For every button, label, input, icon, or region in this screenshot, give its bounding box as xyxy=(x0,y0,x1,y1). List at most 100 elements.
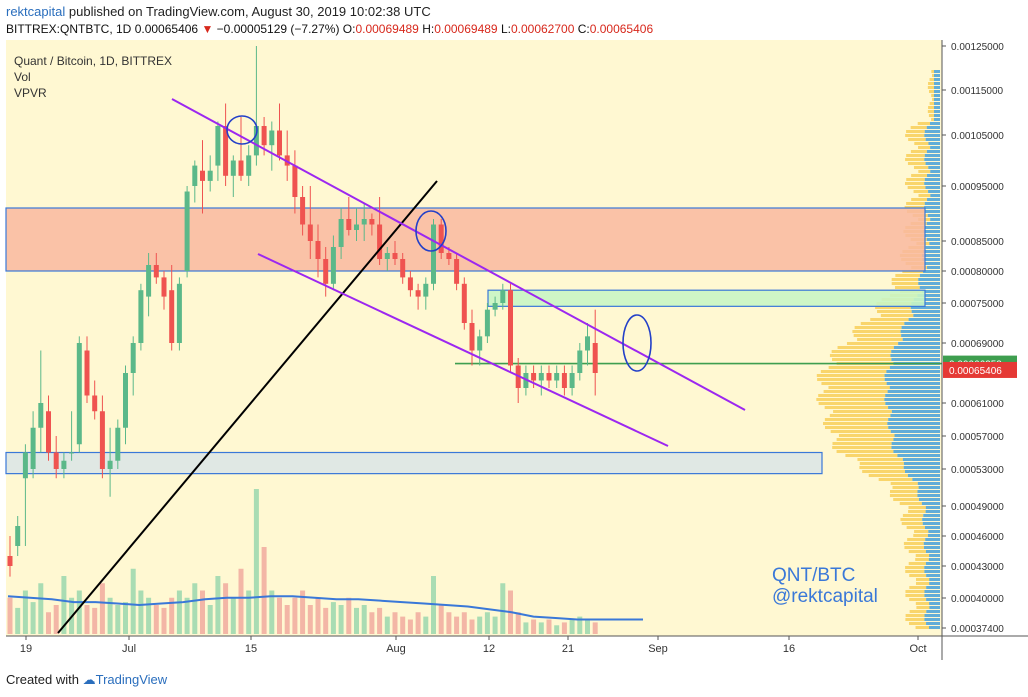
zones-layer xyxy=(5,207,942,475)
price-tick-label: 0.00125000 xyxy=(951,42,1004,53)
vpvr-bar xyxy=(897,454,940,457)
vpvr-bar xyxy=(909,586,927,589)
volume-bar xyxy=(253,489,259,634)
vpvr-bar xyxy=(926,574,940,577)
vpvr-bar xyxy=(824,418,889,421)
candle-body xyxy=(554,373,560,381)
price-tick-label: 0.00115000 xyxy=(951,86,1004,97)
candle-body xyxy=(46,411,51,453)
symbol[interactable]: BITTREX:QNTBTC, 1D xyxy=(6,22,132,36)
volume-bar xyxy=(138,590,144,634)
legend-vol[interactable]: Vol xyxy=(14,70,31,84)
vpvr-bar xyxy=(930,170,940,173)
vpvr-bar xyxy=(924,570,940,573)
vpvr-bar xyxy=(925,510,940,513)
vpvr-bar xyxy=(915,626,929,629)
candle-body xyxy=(423,283,429,297)
price-tick-label: 0.00037400 xyxy=(951,624,1004,635)
candle-body xyxy=(585,336,590,351)
vpvr-bar xyxy=(929,578,940,581)
candle-body xyxy=(146,265,152,297)
vpvr-bar xyxy=(907,162,926,165)
vpvr-bar xyxy=(825,426,889,429)
volume-bar xyxy=(531,619,537,634)
vpvr-bar xyxy=(934,98,940,101)
vpvr-bar xyxy=(921,290,940,293)
volume-bar xyxy=(523,622,529,634)
vpvr-bar xyxy=(908,562,926,565)
author-link[interactable]: rektcapital xyxy=(6,4,66,19)
vpvr-bar xyxy=(934,70,940,73)
volume-bar xyxy=(469,619,475,634)
volume-bar xyxy=(346,597,352,634)
volume-bar xyxy=(577,616,583,634)
vpvr-bar xyxy=(928,82,934,85)
candle-body xyxy=(307,224,313,241)
publish-line: rektcapital published on TradingView.com… xyxy=(6,4,431,19)
vpvr-bar xyxy=(817,378,885,381)
volume-bar xyxy=(461,612,467,634)
vpvr-bar xyxy=(918,194,931,197)
tradingview-link[interactable]: TradingView xyxy=(95,672,168,687)
high-value: 0.00069489 xyxy=(434,22,498,36)
candle-body xyxy=(15,526,21,546)
vpvr-bar xyxy=(928,190,940,193)
vpvr-bar xyxy=(918,146,931,149)
vpvr-bar xyxy=(910,306,940,309)
vpvr-bar xyxy=(908,550,926,553)
last-price: 0.00065406 xyxy=(134,22,199,36)
vpvr-bar xyxy=(931,74,934,77)
vpvr-bar xyxy=(853,334,902,337)
vpvr-bar xyxy=(890,482,918,485)
volume-bar xyxy=(184,597,190,634)
volume-bar xyxy=(238,568,244,634)
vpvr-bar xyxy=(905,134,925,137)
candle-body xyxy=(84,350,90,396)
vpvr-bar xyxy=(870,318,909,321)
volume-bar xyxy=(130,568,136,634)
candle-body xyxy=(53,452,59,469)
volume-bar xyxy=(7,597,13,634)
vpvr-bar xyxy=(888,426,940,429)
legend-title[interactable]: Quant / Bitcoin, 1D, BITTREX xyxy=(14,54,173,68)
change: −0.00005129 (−7.27%) xyxy=(216,22,340,36)
candle-body xyxy=(76,343,82,445)
time-tick-label: 15 xyxy=(245,643,257,655)
price-tick-label: 0.00053000 xyxy=(951,465,1004,476)
vpvr-bar xyxy=(830,430,891,433)
vpvr-bar xyxy=(923,514,940,517)
tradingview-logo-icon[interactable]: ☁ xyxy=(82,672,96,687)
vpvr-bar xyxy=(905,614,925,617)
legend-vpvr[interactable]: VPVR xyxy=(14,86,47,100)
vpvr-bar xyxy=(836,438,894,441)
candle-body xyxy=(500,290,506,303)
volume-bar xyxy=(392,612,398,634)
vpvr-bar xyxy=(924,158,940,161)
candle-body xyxy=(138,290,144,343)
volume-bar xyxy=(277,597,282,634)
vpvr-bar xyxy=(904,546,925,549)
volume-bar xyxy=(315,597,321,634)
volume-bar xyxy=(585,619,590,634)
vpvr-bar xyxy=(894,286,920,289)
low-value: 0.00062700 xyxy=(510,22,575,36)
support-zone xyxy=(5,451,823,475)
time-tick-label: 19 xyxy=(20,643,32,655)
vpvr-bar xyxy=(877,310,912,313)
vpvr-bar xyxy=(927,214,940,217)
volume-bar xyxy=(300,590,306,634)
candle-body xyxy=(215,126,221,166)
vpvr-bar xyxy=(924,178,940,181)
candle-body xyxy=(115,427,121,461)
vpvr-bar xyxy=(862,470,905,473)
vpvr-bar xyxy=(859,462,904,465)
vpvr-bar xyxy=(917,494,940,497)
vpvr-bar xyxy=(924,154,940,157)
vpvr-bar xyxy=(918,498,940,501)
vpvr-bar xyxy=(917,490,940,493)
vpvr-bar xyxy=(901,522,923,525)
vpvr-bar xyxy=(906,154,925,157)
volume-bar xyxy=(215,576,221,634)
vpvr-bar xyxy=(887,390,940,393)
vpvr-bar xyxy=(903,542,924,545)
